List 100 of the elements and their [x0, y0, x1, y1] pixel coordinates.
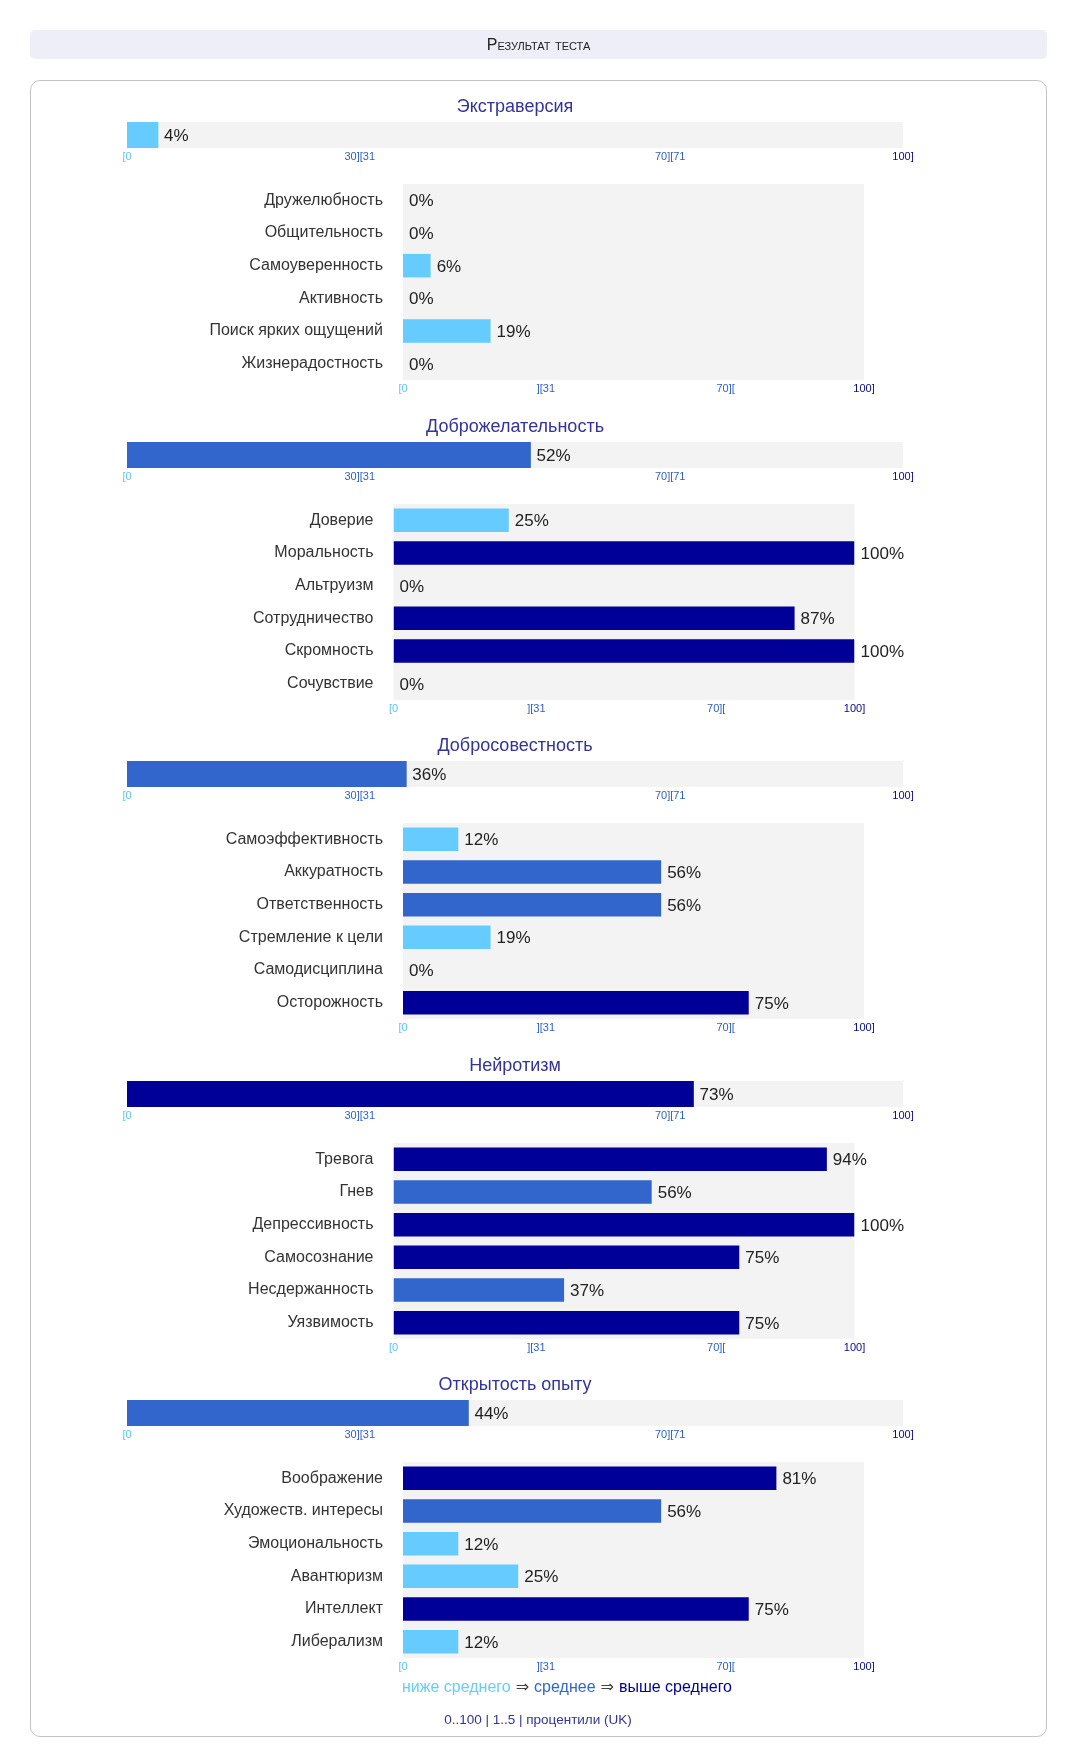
y-tick-label: Общительность — [264, 223, 383, 241]
x-tick-label: [0 — [398, 1659, 408, 1672]
data-label: 12% — [464, 830, 499, 851]
x-tick-label: 100] — [843, 701, 866, 714]
y-tick-label: Поиск ярких ощущений — [209, 321, 383, 339]
y-tick-label: Несдержанность — [248, 1280, 374, 1298]
bar — [402, 990, 749, 1015]
y-tick-label: Сотрудничество — [253, 608, 374, 626]
x-tick-label: [0 — [398, 1020, 408, 1033]
x-tick-label: [0 — [122, 1108, 132, 1121]
x-tick-label: 70][71 — [654, 1108, 686, 1121]
data-label: 0% — [408, 191, 434, 212]
data-label: 44% — [474, 1404, 509, 1424]
x-tick-label: ][31 — [536, 1659, 556, 1672]
x-tick-label: 30][31 — [344, 469, 376, 482]
bar — [402, 827, 459, 852]
bar — [393, 1212, 855, 1237]
data-label: 75% — [754, 993, 789, 1014]
x-tick-label: ][31 — [527, 1340, 546, 1353]
y-tick-label: Самодисциплина — [253, 960, 384, 978]
x-tick-label: [0 — [122, 1427, 132, 1440]
bar — [393, 639, 855, 663]
x-tick-label: ][31 — [536, 1020, 556, 1033]
y-tick-label: Интеллект — [305, 1599, 384, 1617]
x-tick-label: 100] — [853, 1659, 875, 1672]
bar — [402, 925, 491, 950]
data-label: 0% — [399, 576, 425, 597]
y-tick-label: Доброжелательность — [425, 415, 605, 436]
y-tick-label: Стремление к цели — [238, 927, 383, 945]
y-tick-label: Самосознание — [264, 1247, 374, 1265]
category-label: среднее — [534, 1678, 596, 1695]
bar — [402, 1499, 662, 1523]
data-label: 56% — [657, 1183, 692, 1203]
x-tick-label: 100] — [853, 1020, 875, 1033]
y-tick-label: Аккуратность — [284, 862, 383, 880]
y-tick-label: Нейротизм — [469, 1054, 561, 1075]
y-tick-label: Сочувствие — [287, 674, 374, 692]
data-label: 100% — [860, 1215, 904, 1236]
text: 0..100 | 1..5 | процентили (UK) — [443, 1711, 633, 1729]
bar — [402, 1466, 777, 1491]
y-tick-label: Либерализм — [291, 1632, 383, 1650]
x-tick-label: 70][ — [707, 701, 726, 714]
y-tick-label: Альтруизм — [295, 576, 374, 594]
data-label: 87% — [800, 609, 835, 630]
y-tick-label: Художеств. интересы — [223, 1501, 383, 1519]
y-tick-label: Осторожность — [276, 993, 383, 1011]
x-tick-label: 70][71 — [654, 788, 686, 801]
x-tick-label: [0 — [122, 788, 132, 801]
x-tick-label: 100] — [892, 1427, 914, 1440]
x-tick-label: 30][31 — [344, 149, 376, 162]
data-label: 0% — [408, 961, 434, 981]
data-label: 0% — [408, 354, 434, 375]
x-tick-label: 70][ — [716, 1020, 735, 1033]
category-label: выше среднего — [618, 1678, 733, 1695]
data-label: 12% — [464, 1632, 499, 1653]
data-label: 56% — [667, 895, 702, 916]
x-tick-label: 70][ — [716, 1659, 735, 1672]
text: ⇒ — [515, 1678, 530, 1695]
x-tick-label: 100] — [892, 149, 914, 162]
y-tick-label: Авантюризм — [290, 1566, 383, 1584]
y-tick-label: Дружелюбность — [264, 190, 383, 208]
bar — [402, 1629, 459, 1654]
data-label: 73% — [699, 1085, 734, 1105]
data-label: 25% — [524, 1567, 559, 1588]
x-tick-label: 70][71 — [654, 469, 686, 482]
bar — [393, 606, 795, 631]
data-label: 56% — [667, 863, 702, 883]
data-label: 36% — [412, 765, 447, 785]
data-label: 94% — [832, 1150, 867, 1171]
bar — [402, 892, 662, 917]
x-tick-label: [0 — [398, 381, 408, 394]
x-tick-label: 30][31 — [344, 1108, 376, 1121]
bar — [393, 1278, 565, 1302]
data-label: 0% — [399, 674, 425, 695]
x-tick-label: [0 — [122, 149, 132, 162]
data-label: 12% — [464, 1534, 499, 1555]
y-tick-label: Экстраверсия — [456, 95, 574, 116]
data-label: 19% — [496, 322, 531, 342]
x-tick-label: 70][71 — [654, 149, 686, 162]
data-label: 81% — [782, 1469, 817, 1490]
y-tick-label: Активность — [298, 288, 383, 306]
y-tick-label: Эмоциональность — [247, 1534, 383, 1552]
bar — [393, 1245, 740, 1270]
data-label: 56% — [667, 1502, 702, 1522]
y-tick-label: Депрессивность — [252, 1215, 374, 1233]
y-tick-label: Жизнерадостность — [241, 354, 383, 372]
bar — [393, 508, 509, 533]
y-tick-label: Тревога — [315, 1149, 374, 1167]
x-tick-label: 100] — [892, 469, 914, 482]
data-label: 52% — [536, 446, 571, 466]
y-tick-label: Самоуверенность — [249, 256, 383, 274]
bar — [402, 1564, 519, 1589]
bar — [393, 541, 855, 565]
bar — [402, 1531, 459, 1556]
y-tick-label: Гнев — [339, 1182, 374, 1200]
x-tick-label: 100] — [892, 1108, 914, 1121]
data-label: 0% — [408, 289, 434, 310]
x-tick-label: ][31 — [527, 701, 546, 714]
text: Результат теста — [30, 30, 1047, 59]
data-label: 100% — [860, 544, 904, 564]
